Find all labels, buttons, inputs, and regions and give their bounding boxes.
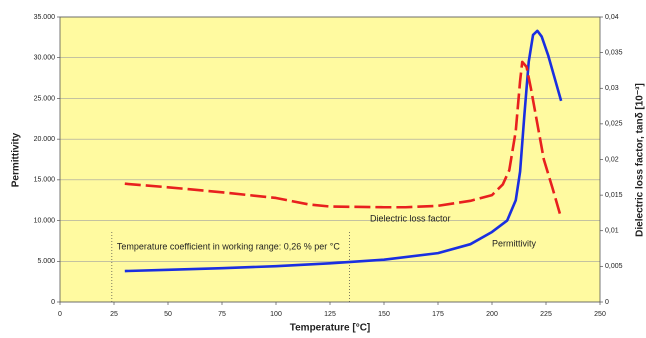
y-axis-title: Permittivity (11, 132, 22, 187)
y2-tick-label: 0,025 (605, 121, 623, 128)
y2-tick-label: 0,02 (605, 156, 619, 163)
x-tick-label: 225 (540, 311, 552, 318)
y-tick-label: 25.000 (34, 95, 56, 102)
y-tick-label: 30.000 (34, 55, 56, 62)
series-line (124, 29, 563, 273)
y-tick-label: 15.000 (34, 177, 56, 184)
x-tick-label: 100 (270, 311, 282, 318)
y-tick-label: 35.000 (34, 14, 56, 21)
x-tick-label: 250 (594, 311, 606, 318)
x-tick-label: 150 (378, 311, 390, 318)
y2-tick-label: 0,01 (605, 228, 619, 235)
plot-frame (59, 16, 601, 303)
y-tick-label: 5.000 (37, 258, 55, 265)
y2-tick-label: 0,015 (605, 192, 623, 199)
series-label: Permittivity (492, 238, 537, 248)
x-tick-label: 25 (110, 311, 118, 318)
x-tick-label: 50 (164, 311, 172, 318)
y2-axis-title: Dielectric loss factor, tanδ [10⁻³] (635, 83, 646, 237)
y2-tick-label: 0,035 (605, 49, 623, 56)
plot-area (60, 17, 600, 302)
y2-tick-label: 0 (605, 299, 609, 306)
x-tick-label: 75 (218, 311, 226, 318)
series-label: Dielectric loss factor (370, 213, 451, 223)
x-tick-label: 200 (486, 311, 498, 318)
x-tick-label: 125 (324, 311, 336, 318)
y2-tick-label: 0,04 (605, 14, 619, 21)
annotation: Temperature coefficient in working range… (117, 241, 341, 251)
y-tick-label: 20.000 (34, 136, 56, 143)
y2-tick-label: 0,005 (605, 263, 623, 270)
x-tick-label: 175 (432, 311, 444, 318)
x-tick-label: 0 (58, 311, 62, 318)
x-axis-title: Temperature [°C] (290, 323, 371, 334)
y-tick-label: 10.000 (34, 217, 56, 224)
y-tick-label: 0 (51, 299, 55, 306)
series-line (124, 60, 563, 219)
y2-tick-label: 0,03 (605, 85, 619, 92)
